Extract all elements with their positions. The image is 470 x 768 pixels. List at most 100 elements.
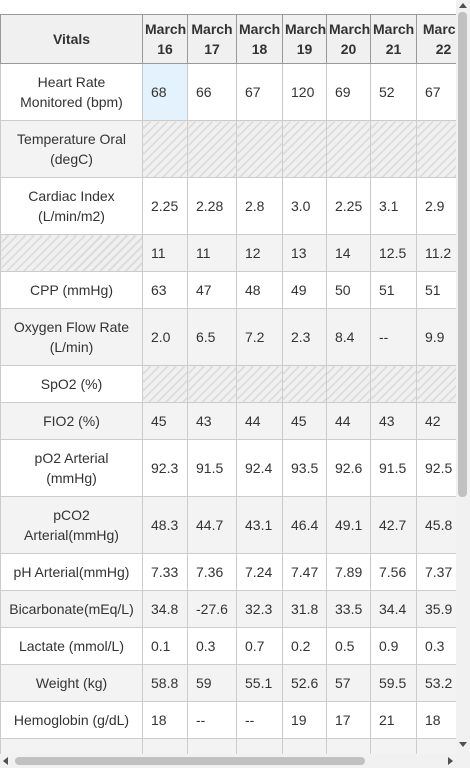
vital-label: FIO2 (%) bbox=[0, 402, 143, 440]
value-cell: 18 bbox=[142, 701, 188, 739]
value-cell: 52.6 bbox=[282, 664, 327, 702]
value-cell: 93.5 bbox=[282, 439, 327, 497]
vital-row: Cardiac Index (L/min/m2) 2.25 2.28 2.8 3.0 2.… bbox=[0, 177, 456, 235]
header-row: Vitals March 16 March 17 March 18 March 19 Ma… bbox=[0, 14, 456, 64]
value-cell: 0.9 bbox=[370, 627, 417, 665]
scroll-up-arrow[interactable] bbox=[459, 3, 467, 8]
value-cell: 59.5 bbox=[370, 664, 417, 702]
empty-cell bbox=[282, 365, 327, 403]
partial-cell bbox=[187, 738, 237, 754]
empty-cell bbox=[142, 365, 188, 403]
vital-row: Oxygen Flow Rate (L/min) 2.0 6.5 7.2 2.3 8.4-… bbox=[0, 308, 456, 366]
value-cell: 17 bbox=[326, 701, 371, 739]
value-cell: 14 bbox=[326, 234, 371, 272]
value-cell: 52 bbox=[370, 63, 417, 121]
vertical-scroll-thumb[interactable] bbox=[458, 12, 467, 497]
value-cell: 7.36 bbox=[187, 553, 237, 591]
scroll-down-arrow[interactable] bbox=[459, 742, 467, 747]
value-cell: 2.8 bbox=[236, 177, 283, 235]
date-header: March 22 bbox=[416, 14, 456, 64]
value-cell: 44.7 bbox=[187, 496, 237, 554]
value-cell: 11 bbox=[142, 234, 188, 272]
vital-label: Heart Rate Monitored (bpm) bbox=[0, 63, 143, 121]
value-cell: 0.5 bbox=[326, 627, 371, 665]
vital-row: Hemoglobin (g/dL) 18 -- -- 19 17 21 18 bbox=[0, 701, 456, 739]
vital-row: Heart Rate Monitored (bpm) 68 66 67 120 69 52 6… bbox=[0, 63, 456, 121]
empty-cell bbox=[370, 365, 417, 403]
vital-label: Temperature Oral (degC) bbox=[0, 120, 143, 178]
value-cell: 92.3 bbox=[142, 439, 188, 497]
value-cell: 58.8 bbox=[142, 664, 188, 702]
value-cell: 51 bbox=[416, 271, 456, 309]
vital-label: pO2 Arterial (mmHg) bbox=[0, 439, 143, 497]
value-cell: 18 bbox=[416, 701, 456, 739]
value-cell: 0.1 bbox=[142, 627, 188, 665]
value-cell: 3.0 bbox=[282, 177, 327, 235]
value-cell: 0.7 bbox=[236, 627, 283, 665]
value-cell: 2.0 bbox=[142, 308, 188, 366]
vital-label: Cardiac Index (L/min/m2) bbox=[0, 177, 143, 235]
empty-cell bbox=[187, 120, 237, 178]
value-cell: 32.3 bbox=[236, 590, 283, 628]
date-header: March 20 bbox=[326, 14, 371, 64]
value-cell[interactable]: 68 bbox=[142, 63, 188, 121]
empty-cell bbox=[326, 120, 371, 178]
value-cell: 45 bbox=[282, 402, 327, 440]
value-cell: 7.33 bbox=[142, 553, 188, 591]
date-header: March 18 bbox=[236, 14, 283, 64]
value-cell: -27.6 bbox=[187, 590, 237, 628]
partial-cell bbox=[416, 738, 456, 754]
value-cell: 43 bbox=[370, 402, 417, 440]
value-cell: 2.9 bbox=[416, 177, 456, 235]
value-cell: 6.5 bbox=[187, 308, 237, 366]
value-cell: 91.5 bbox=[370, 439, 417, 497]
value-cell: 63 bbox=[142, 271, 188, 309]
value-cell: 0.2 bbox=[282, 627, 327, 665]
vital-label: Hemoglobin (g/dL) bbox=[0, 701, 143, 739]
value-cell: 11 bbox=[187, 234, 237, 272]
vital-label: SpO2 (%) bbox=[0, 365, 143, 403]
value-cell: 51 bbox=[370, 271, 417, 309]
value-cell: 44 bbox=[236, 402, 283, 440]
vital-label: Weight (kg) bbox=[0, 664, 143, 702]
vital-row: pCO2 Arterial(mmHg) 48.3 44.7 43.1 46.4 49.1 4… bbox=[0, 496, 456, 554]
partial-cell bbox=[282, 738, 327, 754]
partial-cell bbox=[236, 738, 283, 754]
value-cell: 43 bbox=[187, 402, 237, 440]
empty-cell bbox=[370, 120, 417, 178]
value-cell: 46.4 bbox=[282, 496, 327, 554]
value-cell: 35.9 bbox=[416, 590, 456, 628]
vital-label: Oxygen Flow Rate (L/min) bbox=[0, 308, 143, 366]
vital-row: pO2 Arterial (mmHg) 92.3 91.5 92.4 93.5 92.6 9… bbox=[0, 439, 456, 497]
partial-cell bbox=[370, 738, 417, 754]
value-cell: 34.4 bbox=[370, 590, 417, 628]
value-cell: 50 bbox=[326, 271, 371, 309]
value-cell: 0.3 bbox=[416, 627, 456, 665]
vital-row: FIO2 (%) 45 43 44 45 44 43 42 bbox=[0, 402, 456, 440]
value-cell: 7.56 bbox=[370, 553, 417, 591]
scroll-right-arrow[interactable] bbox=[448, 757, 453, 765]
vital-row: Temperature Oral (degC) bbox=[0, 120, 456, 178]
value-cell: 44 bbox=[326, 402, 371, 440]
value-cell: 92.6 bbox=[326, 439, 371, 497]
value-cell: 12 bbox=[236, 234, 283, 272]
partial-cell bbox=[0, 738, 143, 754]
vitals-header: Vitals bbox=[0, 14, 143, 64]
value-cell: 92.4 bbox=[236, 439, 283, 497]
value-cell: 7.24 bbox=[236, 553, 283, 591]
horizontal-scroll-thumb[interactable] bbox=[15, 757, 365, 765]
value-cell: 3.1 bbox=[370, 177, 417, 235]
value-cell: -- bbox=[370, 308, 417, 366]
value-cell: 120 bbox=[282, 63, 327, 121]
scroll-left-arrow[interactable] bbox=[3, 757, 8, 765]
value-cell: 7.2 bbox=[236, 308, 283, 366]
value-cell: 7.37 bbox=[416, 553, 456, 591]
vital-row: Bicarbonate(mEq/L) 34.8 -27.6 32.3 31.8 33.5 3… bbox=[0, 590, 456, 628]
vital-label: CPP (mmHg) bbox=[0, 271, 143, 309]
vital-row: SpO2 (%) bbox=[0, 365, 456, 403]
date-header: March 19 bbox=[282, 14, 327, 64]
table-viewport: Vitals March 16 March 17 March 18 March 19 Ma… bbox=[0, 14, 456, 754]
empty-cell bbox=[236, 365, 283, 403]
value-cell: 59 bbox=[187, 664, 237, 702]
